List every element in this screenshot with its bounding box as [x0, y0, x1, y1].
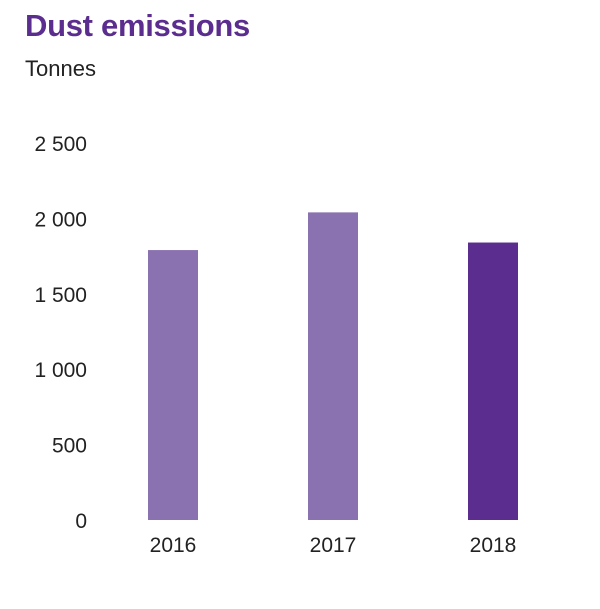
bar-2017	[308, 212, 358, 521]
y-tick-label: 0	[75, 510, 87, 533]
y-tick-label: 500	[52, 435, 87, 458]
bar-2016	[148, 250, 198, 520]
y-tick-label: 1 000	[34, 359, 87, 382]
y-tick-label: 1 500	[34, 284, 87, 307]
bars	[148, 212, 518, 521]
y-tick-label: 2 000	[34, 208, 87, 231]
x-tick-label-2017: 2017	[310, 534, 357, 557]
y-axis: 0 500 1 000 1 500 2 000 2 500	[34, 133, 87, 533]
y-tick-label: 2 500	[34, 133, 87, 156]
x-tick-label-2018: 2018	[470, 534, 517, 557]
x-axis: 2016 2017 2018	[150, 534, 517, 557]
x-tick-label-2016: 2016	[150, 534, 197, 557]
chart-subtitle: Tonnes	[25, 56, 96, 81]
chart-title: Dust emissions	[25, 8, 250, 43]
bar-2018	[468, 242, 518, 520]
